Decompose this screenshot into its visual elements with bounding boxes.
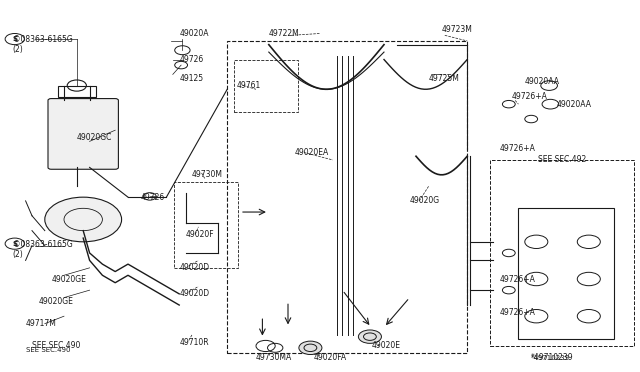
Text: 49020GC: 49020GC xyxy=(77,133,112,142)
Text: 49125: 49125 xyxy=(179,74,204,83)
Text: 49726: 49726 xyxy=(141,193,165,202)
Circle shape xyxy=(299,341,322,355)
Text: 49726+A: 49726+A xyxy=(499,308,535,317)
Text: 49020GE: 49020GE xyxy=(51,275,86,283)
Bar xyxy=(227,41,467,353)
Text: 49020AA: 49020AA xyxy=(557,100,592,109)
Text: 49020EA: 49020EA xyxy=(294,148,329,157)
FancyBboxPatch shape xyxy=(48,99,118,169)
Text: SEE SEC.490: SEE SEC.490 xyxy=(26,347,70,353)
Text: 49717M: 49717M xyxy=(26,319,56,328)
Text: 49710R: 49710R xyxy=(179,338,209,347)
Text: 49020D: 49020D xyxy=(179,289,209,298)
Text: S: S xyxy=(12,36,17,42)
Text: SEE SEC.492: SEE SEC.492 xyxy=(538,155,586,164)
Circle shape xyxy=(45,197,122,242)
Text: 49726+A: 49726+A xyxy=(512,92,548,101)
Circle shape xyxy=(358,330,381,343)
Text: 49730MA: 49730MA xyxy=(256,353,292,362)
Text: 49725M: 49725M xyxy=(429,74,460,83)
Text: 49722M: 49722M xyxy=(269,29,300,38)
Text: 49020FA: 49020FA xyxy=(314,353,347,362)
Text: 49726+A: 49726+A xyxy=(499,144,535,153)
Text: ©08363-6165G
(2): ©08363-6165G (2) xyxy=(13,35,72,54)
Bar xyxy=(234,60,298,112)
Text: 49730M: 49730M xyxy=(192,170,223,179)
Text: S: S xyxy=(12,241,17,247)
Text: *49710239: *49710239 xyxy=(531,355,570,361)
Text: 49020GE: 49020GE xyxy=(38,297,73,306)
Text: SEE SEC.490: SEE SEC.490 xyxy=(32,341,81,350)
Text: 49020E: 49020E xyxy=(371,341,400,350)
Text: 49020F: 49020F xyxy=(186,230,214,239)
Bar xyxy=(174,182,238,268)
Bar xyxy=(58,86,96,97)
Text: 49723M: 49723M xyxy=(442,25,472,34)
Bar xyxy=(490,160,634,346)
Text: 49020A: 49020A xyxy=(179,29,209,38)
Text: 49020AA: 49020AA xyxy=(525,77,560,86)
Text: *49710239: *49710239 xyxy=(531,353,574,362)
Text: ©08363-6165G
(2): ©08363-6165G (2) xyxy=(13,240,72,259)
Text: 49761: 49761 xyxy=(237,81,261,90)
Text: 49726: 49726 xyxy=(179,55,204,64)
Text: 49020D: 49020D xyxy=(179,263,209,272)
Text: 49726+A: 49726+A xyxy=(499,275,535,283)
Text: 49020G: 49020G xyxy=(410,196,440,205)
Bar xyxy=(518,208,614,339)
